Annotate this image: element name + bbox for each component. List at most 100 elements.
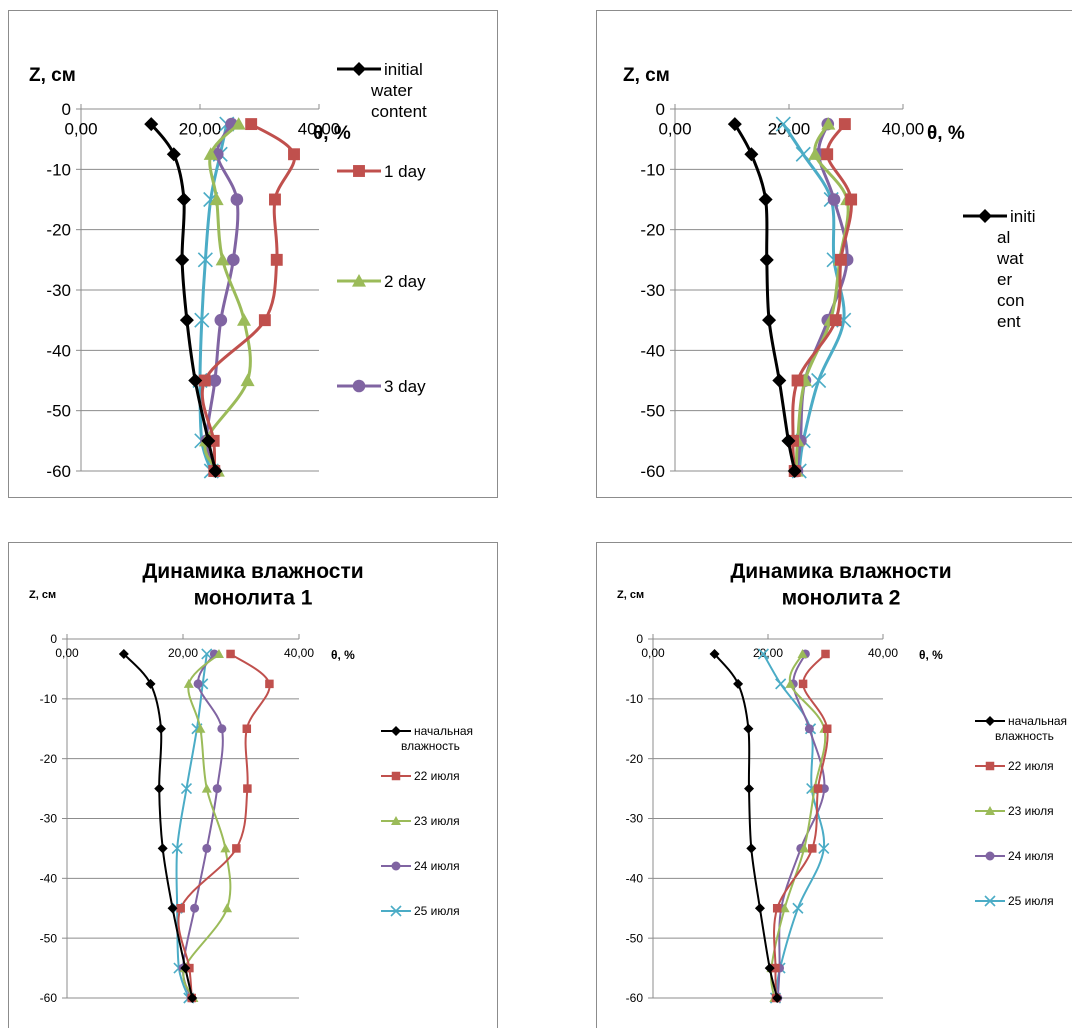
series-2-point-1 bbox=[183, 678, 194, 688]
legend-label-0-line-0: начальная bbox=[1008, 714, 1067, 728]
legend-item-2: 2 day bbox=[337, 272, 426, 291]
x-axis-label: θ, % bbox=[927, 123, 965, 144]
series-0-point-3 bbox=[154, 783, 165, 794]
y-tick-label-3: -30 bbox=[640, 281, 665, 300]
chart-panel-4: Динамика влажности монолита 2 0 -10 -20 -30 -4… bbox=[596, 542, 1072, 1028]
y-tick-label-3: -30 bbox=[46, 281, 71, 300]
series-0-point-2 bbox=[758, 192, 773, 207]
series-2 bbox=[179, 648, 233, 1002]
series-4-point-4-stroke-b bbox=[171, 842, 183, 854]
series-line-0 bbox=[733, 123, 797, 472]
x-tick-label-0: 0,00 bbox=[658, 120, 691, 139]
legend-label-0-line-1: al bbox=[997, 228, 1010, 247]
series-4-point-5-stroke-b bbox=[811, 372, 827, 389]
series-4-point-0-stroke-b bbox=[201, 648, 213, 660]
series-4-point-0 bbox=[201, 648, 213, 660]
y-tick-label-1: -10 bbox=[46, 160, 71, 179]
series-0-point-2 bbox=[176, 192, 191, 207]
series-1-point-1 bbox=[798, 679, 808, 689]
series-2-point-4 bbox=[220, 843, 231, 853]
x-tick-label-2: 40,00 bbox=[298, 120, 341, 139]
legend-item-4: 25 июля bbox=[975, 894, 1054, 908]
y-tick-label-1: -10 bbox=[40, 692, 58, 706]
x-tick-label-1: 20,00 bbox=[179, 120, 222, 139]
y-tick-label-4: -40 bbox=[640, 341, 665, 360]
legend-item-3: 3 day bbox=[337, 377, 426, 396]
series-2-point-1 bbox=[785, 678, 796, 688]
series-2-point-5 bbox=[240, 373, 255, 387]
legend-marker-3 bbox=[352, 379, 366, 393]
series-line-0 bbox=[713, 653, 779, 999]
chart-svg-3: Динамика влажности монолита 1 0 -10 -20 -30 -4… bbox=[29, 560, 473, 1005]
series-4 bbox=[757, 648, 830, 1004]
series-4-point-1 bbox=[775, 678, 787, 690]
series-line-1 bbox=[177, 653, 271, 999]
series-4-point-4 bbox=[171, 842, 183, 854]
series-4-point-1-stroke-b bbox=[775, 678, 787, 690]
series-1-point-3 bbox=[270, 253, 283, 266]
series-1-point-3 bbox=[243, 784, 252, 793]
series-4-point-5 bbox=[811, 372, 827, 389]
chart-svg-4: Динамика влажности монолита 2 0 -10 -20 -30 -4… bbox=[617, 560, 1067, 1005]
series-1-point-0 bbox=[838, 118, 851, 131]
legend-label-0: initial water content bbox=[370, 60, 427, 121]
series-1-point-4 bbox=[808, 844, 817, 853]
legend-item-3: 24 июля bbox=[381, 859, 460, 873]
chart-title-line-1: Динамика влажности bbox=[730, 560, 951, 583]
series-4-point-3 bbox=[197, 252, 213, 268]
series-line-2 bbox=[182, 653, 232, 999]
series-1-point-1 bbox=[821, 148, 834, 161]
series-0-point-7 bbox=[208, 464, 223, 478]
legend-marker-4 bbox=[984, 895, 996, 907]
series-3-point-4 bbox=[202, 843, 212, 853]
series-0-point-3 bbox=[759, 252, 774, 267]
series-3-point-3 bbox=[212, 784, 222, 794]
series-line-0 bbox=[123, 653, 194, 999]
series-0-point-0 bbox=[144, 117, 159, 132]
legend-item-1: 22 июля bbox=[975, 759, 1054, 773]
legend-label-0-line-2: content bbox=[371, 102, 427, 121]
series-1-point-0 bbox=[245, 118, 258, 131]
chart-panel-1: 0 -10 -20 -30 -40 -50 -60 0,00 20,00 40,00 Z, см θ,… bbox=[8, 10, 498, 498]
x-tick-label-2: 40,00 bbox=[882, 120, 925, 139]
series-1-point-0 bbox=[821, 649, 830, 659]
legend-marker-0 bbox=[352, 62, 366, 76]
series-4-point-4-stroke-b bbox=[818, 842, 830, 854]
series-0-point-5 bbox=[188, 373, 203, 388]
series-2-point-5 bbox=[779, 903, 790, 913]
series-line-4 bbox=[175, 653, 208, 999]
legend-marker-2 bbox=[352, 274, 366, 287]
x-tick-label-0: 0,00 bbox=[64, 120, 97, 139]
series-1-point-6 bbox=[771, 963, 780, 973]
series-0 bbox=[727, 117, 802, 478]
y-axis-label: Z, см bbox=[29, 65, 76, 86]
y-tick-label-3: -30 bbox=[40, 812, 58, 826]
series-0-point-7 bbox=[787, 464, 802, 478]
series-0-point-6 bbox=[201, 433, 216, 448]
y-tick-label-1: -10 bbox=[640, 160, 665, 179]
legend-label-0: initi al wat er con ent bbox=[996, 207, 1036, 331]
legend-label-1: 22 июля bbox=[1008, 759, 1054, 773]
series-3-point-2 bbox=[827, 193, 841, 206]
series-2-point-1 bbox=[203, 147, 218, 160]
series-3-point-2 bbox=[230, 193, 244, 206]
series-4-point-0 bbox=[775, 116, 791, 132]
series-2-point-0 bbox=[821, 117, 836, 130]
legend-marker-3 bbox=[985, 851, 995, 861]
series-3-point-2 bbox=[217, 724, 227, 734]
series-4-point-3-stroke-b bbox=[180, 783, 193, 795]
legend-label-2: 2 day bbox=[384, 272, 426, 291]
series-1-point-4 bbox=[232, 844, 241, 853]
legend-marker-0 bbox=[985, 716, 995, 726]
y-axis-label: Z, см bbox=[29, 589, 56, 601]
series-1-point-2 bbox=[269, 193, 281, 206]
x-tick-label-0: 0,00 bbox=[55, 646, 79, 660]
legend-item-2: 23 июля bbox=[975, 804, 1054, 818]
y-tick-label-4: -40 bbox=[40, 872, 58, 886]
legend-label-0-line-1: влажность bbox=[995, 729, 1054, 743]
y-tick-label-4: -40 bbox=[626, 872, 644, 886]
series-3-point-3 bbox=[227, 253, 240, 267]
series-2-point-0 bbox=[213, 648, 224, 658]
series-line-3 bbox=[181, 653, 224, 999]
legend-marker-0 bbox=[391, 726, 401, 736]
